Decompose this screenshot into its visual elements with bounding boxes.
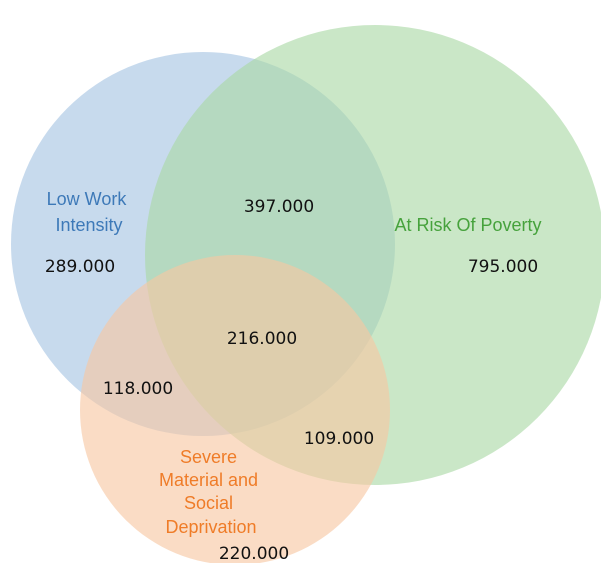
count-low-work-only: 289.000	[45, 257, 115, 277]
label-low-work-line-1: Low Work	[47, 189, 128, 209]
label-low-work-intensity: Low Work Intensity	[47, 189, 132, 235]
label-at-risk-of-poverty: At Risk Of Poverty	[394, 215, 541, 235]
count-poverty-and-deprivation: 109.000	[304, 429, 374, 449]
label-deprivation-line-3: Social	[184, 493, 233, 513]
count-deprivation-only: 220.000	[219, 544, 289, 563]
label-deprivation-line-1: Severe	[180, 447, 237, 467]
label-low-work-line-2: Intensity	[55, 215, 122, 235]
count-low-work-and-deprivation: 118.000	[103, 379, 173, 399]
label-poverty-line-1: At Risk Of Poverty	[394, 215, 541, 235]
circle-severe-deprivation	[80, 255, 390, 563]
count-low-work-and-poverty: 397.000	[244, 197, 314, 217]
label-deprivation-line-4: Deprivation	[165, 517, 256, 537]
count-poverty-only: 795.000	[468, 257, 538, 277]
label-deprivation-line-2: Material and	[159, 470, 258, 490]
label-severe-deprivation: Severe Material and Social Deprivation	[159, 447, 263, 537]
count-all-three: 216.000	[227, 329, 297, 349]
